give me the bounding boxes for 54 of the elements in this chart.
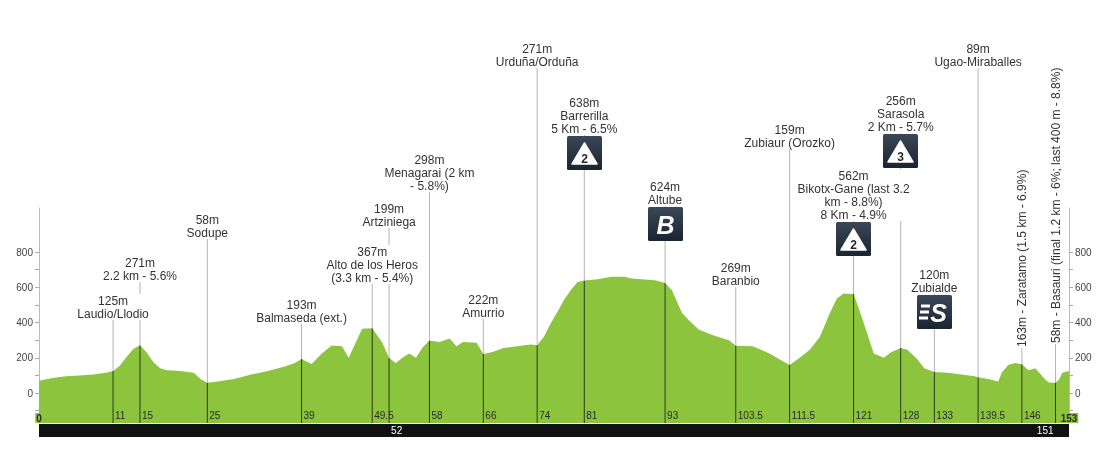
y2-tick-label: 800 <box>1075 246 1093 258</box>
ref-line-label: 151 <box>1036 424 1054 436</box>
ref-line-label: 81 <box>586 409 598 421</box>
speed-icon: S <box>916 295 952 329</box>
y2-tick-label: 0 <box>1075 387 1081 399</box>
annotation: 2 <box>850 237 858 252</box>
y-tick-label: 0 <box>27 387 34 399</box>
annotation: 222m Amurrio <box>462 292 505 320</box>
ref-line-label: 121 <box>855 409 873 421</box>
ref-line-label: 128 <box>902 409 920 421</box>
ref-line-label: 146 <box>1023 409 1041 421</box>
annotation: B <box>656 211 675 239</box>
ref-line-label: 111.5 <box>791 409 816 421</box>
x-tick-label: 153 <box>1060 412 1078 424</box>
annotation: 638m Barrerilla 5 Km - 6.5% <box>551 95 618 136</box>
ref-line-label: 74 <box>539 409 551 421</box>
y-tick-label: 400 <box>16 317 34 329</box>
text: 271m Urduña/Orduña <box>495 41 579 69</box>
ref-line-label: 133 <box>936 409 954 421</box>
text: 256m Sarasola 2 Km - 5.7% <box>867 93 935 134</box>
annotation: 125m Laudio/Llodio <box>77 293 150 321</box>
ref-line-label: 58 <box>431 409 444 421</box>
y-tick-label: 200 <box>16 352 34 364</box>
annotation: 624m Altube <box>648 179 683 207</box>
annotation: 271m 2.2 km - 5.6% <box>102 255 178 283</box>
ref-line-label: 11 <box>115 409 126 421</box>
annotation: 199m Artziniega <box>362 201 417 229</box>
ref-line-label: 49.5 <box>374 409 395 421</box>
y-tick-label: 600 <box>16 281 34 293</box>
y2-tick-label: 600 <box>1075 281 1093 293</box>
ref-line-label: 93 <box>667 409 679 421</box>
annotation: 298m Menagarai (2 km - 5.8%) <box>384 152 475 193</box>
letter-icon: B <box>647 207 683 241</box>
text: 89m Ugao-Miraballes <box>934 41 1022 69</box>
annotation: 193m Balmaseda (ext.) <box>256 297 347 325</box>
ref-line-label: 15 <box>141 409 154 421</box>
annotation: 120m Zubialde <box>911 267 958 295</box>
annotation: 367m Alto de los Heros (3.3 km - 5.4%) <box>326 244 418 285</box>
ref-line-label: 139.5 <box>980 409 1006 421</box>
ref-line-label: 66 <box>485 409 497 421</box>
annotation: 163m - Zaratamo (1.5 km - 6.9%) <box>1014 169 1029 347</box>
text: 159m Zubiaur (Orozko) <box>744 122 835 150</box>
y-tick-label: 800 <box>16 246 34 258</box>
y2-tick-label: 400 <box>1075 317 1093 329</box>
ref-line-label: 39 <box>303 409 316 421</box>
annotation: 269m Baranbio <box>711 260 761 288</box>
annotation: 562m Bikotx-Gane (last 3.2 km - 8.8%) 8 Km - 4.9% <box>797 168 910 222</box>
y2-tick-label: 200 <box>1075 352 1093 364</box>
ref-line-label: 52 <box>391 424 403 436</box>
annotation: 58m Sodupe <box>186 212 229 240</box>
ref-line-label: 25 <box>209 409 221 421</box>
annotation: S <box>930 299 948 327</box>
ref-line-label: 103.5 <box>737 409 764 421</box>
annotation: 58m - Basauri (final 1.2 km - 6%; last 400 m - 8.8%) <box>1048 67 1063 343</box>
